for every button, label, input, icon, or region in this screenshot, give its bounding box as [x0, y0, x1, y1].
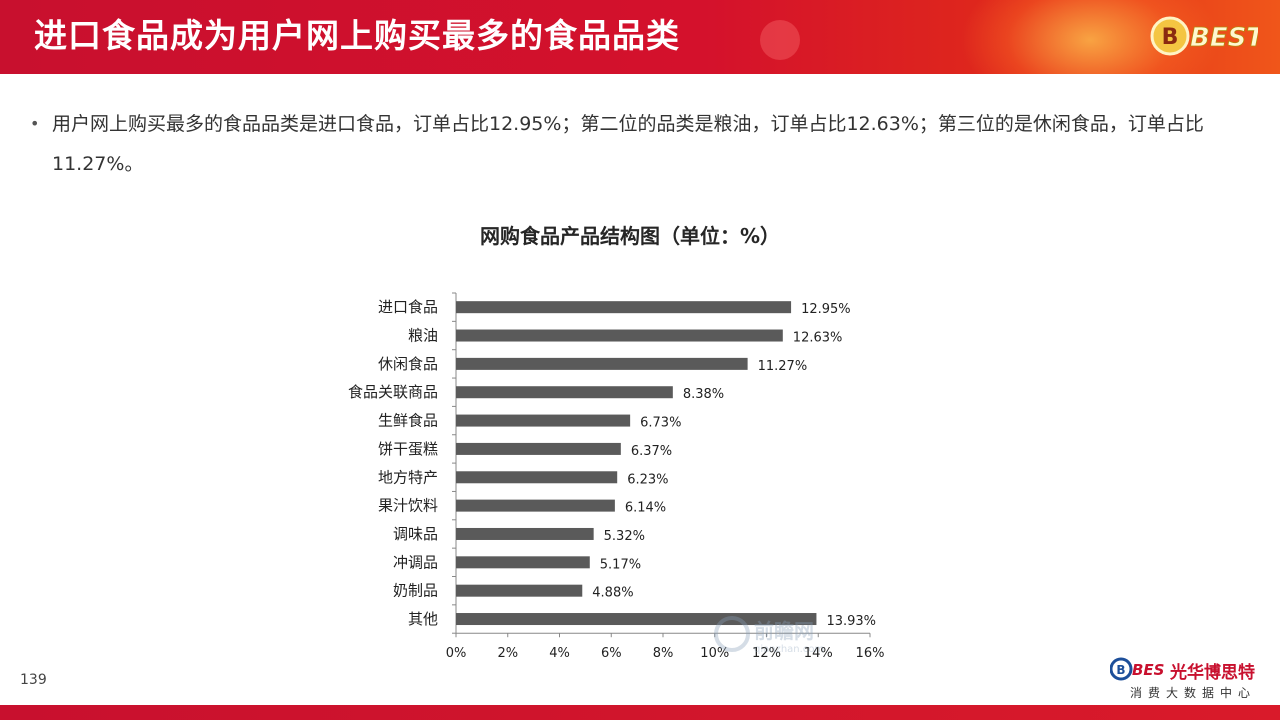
value-label: 6.37%	[631, 444, 672, 459]
value-label: 4.88%	[592, 586, 633, 601]
svg-text:BEST: BEST	[1190, 23, 1258, 53]
brand-name: 光华博思特	[1170, 663, 1255, 683]
value-label: 8.38%	[683, 387, 724, 402]
bar	[456, 386, 673, 399]
bar	[456, 499, 615, 512]
category-label: 粮油	[408, 327, 438, 345]
value-label: 6.73%	[640, 416, 681, 431]
bar	[456, 357, 748, 370]
bar	[456, 527, 594, 540]
bar	[456, 471, 618, 484]
summary-bullet: • 用户网上购买最多的食品品类是进口食品，订单占比12.95%；第二位的品类是粮…	[30, 104, 1270, 184]
brand-logo: B BEST 光华博思特 消费大数据中心	[1110, 654, 1270, 702]
category-label: 冲调品	[393, 553, 438, 571]
best-logo-icon: B BEST	[1150, 16, 1258, 56]
footer-bar	[0, 705, 1280, 720]
watermark-text: 前瞻网	[754, 619, 814, 643]
category-label: 进口食品	[378, 298, 438, 316]
slide-title: 进口食品成为用户网上购买最多的食品品类	[34, 16, 680, 55]
category-label: 地方特产	[378, 468, 438, 486]
page-number: 139	[20, 672, 47, 688]
bar	[456, 613, 817, 626]
bar	[456, 556, 590, 569]
category-label: 其他	[408, 610, 438, 628]
category-label: 休闲食品	[378, 355, 438, 373]
value-label: 11.27%	[758, 359, 808, 374]
title-banner: 进口食品成为用户网上购买最多的食品品类 B BEST	[0, 0, 1280, 74]
watermark: 前瞻网 qianzhan.com	[714, 616, 824, 655]
value-label: 12.95%	[801, 302, 851, 317]
banner-bubble	[760, 20, 800, 60]
bar	[456, 301, 792, 314]
bar	[456, 584, 583, 597]
x-tick-label: 12%	[752, 646, 781, 661]
x-tick-label: 2%	[497, 646, 518, 661]
x-tick-label: 4%	[549, 646, 570, 661]
value-label: 6.23%	[627, 472, 668, 487]
category-label: 果汁饮料	[378, 497, 438, 515]
bullet-dot-icon: •	[30, 114, 40, 133]
category-label: 调味品	[393, 525, 438, 543]
category-label: 食品关联商品	[348, 383, 438, 401]
category-label: 奶制品	[393, 582, 438, 600]
bar	[456, 442, 621, 455]
chart-title: 网购食品产品结构图（单位：%）	[479, 224, 781, 248]
category-label: 生鲜食品	[378, 412, 438, 430]
value-label: 13.93%	[826, 614, 876, 629]
x-tick-label: 10%	[700, 646, 729, 661]
bar	[456, 329, 783, 342]
svg-text:B: B	[1116, 663, 1125, 677]
x-tick-label: 14%	[804, 646, 833, 661]
x-tick-label: 8%	[653, 646, 674, 661]
brand-subtitle: 消费大数据中心	[1130, 686, 1257, 700]
x-tick-label: 16%	[856, 646, 885, 661]
value-label: 6.14%	[625, 501, 666, 516]
summary-text: 用户网上购买最多的食品品类是进口食品，订单占比12.95%；第二位的品类是粮油，…	[52, 113, 1204, 175]
x-tick-label: 6%	[601, 646, 622, 661]
value-label: 5.17%	[600, 557, 641, 572]
watermark-subtext: qianzhan.com	[754, 644, 824, 655]
x-tick-label: 0%	[446, 646, 467, 661]
bar	[456, 414, 631, 427]
value-label: 5.32%	[604, 529, 645, 544]
svg-text:B: B	[1162, 25, 1179, 50]
svg-text:BEST: BEST	[1132, 661, 1164, 679]
value-label: 12.63%	[793, 331, 843, 346]
brand-mark-icon: B BEST	[1110, 657, 1164, 681]
category-label: 饼干蛋糕	[378, 440, 438, 458]
